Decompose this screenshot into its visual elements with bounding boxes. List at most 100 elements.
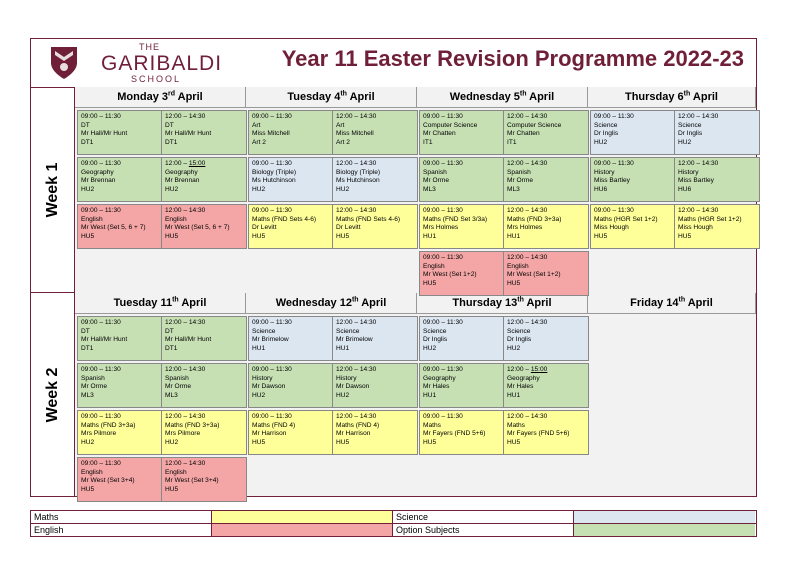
session-subject: Geography	[165, 168, 198, 176]
session-teacher: Mr Dawson	[252, 383, 286, 391]
session-cell: 12:00 – 14:30 Maths (FND 4) Mr Harrison HU5	[332, 410, 418, 455]
session-time: 12:00 – 14:30	[336, 113, 377, 120]
session-subject: Science	[507, 327, 531, 335]
session-teacher: Mr Harrison	[252, 430, 287, 438]
session-subject: History	[678, 168, 699, 176]
session-subject: Science	[336, 327, 360, 335]
session-subject: Science	[423, 327, 447, 335]
session-cell: 09:00 – 11:30 Maths (HGR Set 1+2) Miss Hou…	[590, 204, 676, 249]
session-subject: English	[165, 468, 187, 476]
session-cell: 12:00 – 14:30 Computer Science Mr Chatten I…	[503, 110, 589, 155]
timetable-frame: THE GARIBALDI SCHOOL Year 11 Easter Revi…	[30, 38, 760, 502]
legend-swatch-science	[574, 511, 755, 523]
session-subject: DT	[81, 327, 90, 335]
session-teacher: Ms Hutchinson	[252, 177, 296, 185]
session-time: 09:00 – 11:30	[252, 160, 292, 167]
logo-school: SCHOOL	[131, 74, 182, 84]
session-subject: Maths	[507, 421, 525, 429]
session-room: HU6	[678, 185, 692, 193]
session-time: 12:00 – 14:30	[336, 413, 377, 420]
session-room: HU5	[678, 232, 692, 240]
session-subject: Spanish	[81, 374, 105, 382]
legend-swatch-option-subjects	[574, 524, 755, 536]
session-room: HU2	[165, 438, 179, 446]
session-time: 09:00 – 11:30	[81, 366, 121, 373]
header: THE GARIBALDI SCHOOL Year 11 Easter Revi…	[31, 39, 756, 88]
session-time: 12:00 – 14:30	[507, 413, 548, 420]
session-teacher: Mr West (Set 3+4)	[165, 477, 219, 485]
session-cell: 12:00 – 14:30 Science Mr Brimelow HU1	[332, 316, 418, 361]
session-teacher: Mr Fayers (FND 5+6)	[507, 430, 570, 438]
session-time: 09:00 – 11:30	[81, 113, 121, 120]
session-teacher: Miss Hough	[678, 224, 713, 232]
session-time: 09:00 – 11:30	[252, 413, 292, 420]
session-subject: Maths (FND 3+3a)	[81, 421, 136, 429]
session-time: 12:00 – 14:30	[678, 207, 719, 214]
session-teacher: Dr Inglis	[678, 130, 703, 138]
session-time: 12:00 – 14:30	[165, 460, 206, 467]
session-subject: Biology (Triple)	[336, 168, 381, 176]
session-subject: English	[81, 468, 103, 476]
session-cell: 09:00 – 11:30 English Mr West (Set 1+2) HU5	[419, 251, 505, 296]
session-teacher: Mr Brennan	[81, 177, 116, 185]
session-subject: Science	[252, 327, 276, 335]
legend-label-maths: Maths	[31, 511, 212, 523]
session-room: HU5	[81, 485, 95, 493]
session-teacher: Mrs Holmes	[423, 224, 459, 232]
session-room: HU2	[336, 185, 350, 193]
session-cell: 12:00 – 14:30 Maths (HGR Set 1+2) Miss Hou…	[674, 204, 760, 249]
session-room: Art 2	[252, 138, 266, 146]
session-subject: Maths (HGR Set 1+2)	[594, 215, 658, 223]
session-room: HU5	[594, 232, 608, 240]
session-time: 09:00 – 11:30	[423, 207, 463, 214]
session-room: HU2	[423, 344, 437, 352]
session-cell: 12:00 – 14:30 Maths (FND Sets 4-6) Dr Levi…	[332, 204, 418, 249]
day-header: Tuesday 11th April	[75, 293, 246, 314]
session-subject: DT	[81, 121, 90, 129]
session-time: 09:00 – 11:30	[81, 460, 121, 467]
session-subject: Science	[594, 121, 618, 129]
session-time: 09:00 – 11:30	[423, 254, 463, 261]
session-cell: 09:00 – 11:30 Science Mr Brimelow HU1	[248, 316, 334, 361]
session-subject: Science	[678, 121, 702, 129]
session-cell: 12:00 – 14:30 Spanish Mr Orme ML3	[503, 157, 589, 202]
session-teacher: Miss Hough	[594, 224, 629, 232]
session-time: 09:00 – 11:30	[252, 319, 292, 326]
session-cell: 12:00 – 14:30 Maths (FND 3+3a) Mrs Pilmore…	[161, 410, 247, 455]
session-teacher: Mr Hales	[507, 383, 534, 391]
session-time: 12:00 – 14:30	[165, 413, 206, 420]
session-subject: Maths (FND 4)	[252, 421, 296, 429]
session-cell: 09:00 – 11:30 Maths Mr Fayers (FND 5+6) HU5	[419, 410, 505, 455]
session-teacher: Mrs Holmes	[507, 224, 543, 232]
session-time: 12:00 – 14:30	[507, 113, 548, 120]
session-subject: Biology (Triple)	[252, 168, 297, 176]
session-subject: Maths	[423, 421, 441, 429]
session-subject: DT	[165, 121, 174, 129]
session-teacher: Mr Fayers (FND 5+6)	[423, 430, 486, 438]
session-teacher: Dr Levitt	[336, 224, 361, 232]
session-room: HU2	[594, 138, 608, 146]
session-cell: 12:00 – 15:00 Geography Mr Brennan HU2	[161, 157, 247, 202]
session-room: HU1	[252, 344, 266, 352]
logo-the: THE	[139, 42, 160, 52]
legend: Maths Science English Option Subjects	[30, 510, 757, 537]
session-time: 12:00 – 14:30	[678, 113, 719, 120]
legend-label-science: Science	[393, 511, 574, 523]
session-time: 12:00 – 14:30	[336, 160, 377, 167]
session-subject: English	[507, 262, 529, 270]
session-teacher: Mr Brimelow	[252, 336, 289, 344]
session-time: 12:00 – 14:30	[336, 207, 377, 214]
session-teacher: Mr Orme	[81, 383, 108, 391]
session-subject: Maths (FND Set 3/3a)	[423, 215, 488, 223]
session-room: ML3	[81, 391, 94, 399]
session-time: 09:00 – 11:30	[252, 113, 292, 120]
session-teacher: Miss Mitchell	[336, 130, 374, 138]
session-teacher: Ms Hutchinson	[336, 177, 380, 185]
session-teacher: Miss Bartley	[594, 177, 630, 185]
session-subject: Geography	[423, 374, 456, 382]
day-header: Thursday 6th April	[588, 87, 756, 108]
page-title: Year 11 Easter Revision Programme 2022-2…	[281, 46, 744, 71]
session-cell: 12:00 – 14:30 DT Mr Hall/Mr Hunt DT1	[161, 316, 247, 361]
session-cell: 12:00 – 14:30 Spanish Mr Orme ML3	[161, 363, 247, 408]
session-room: HU2	[252, 185, 266, 193]
